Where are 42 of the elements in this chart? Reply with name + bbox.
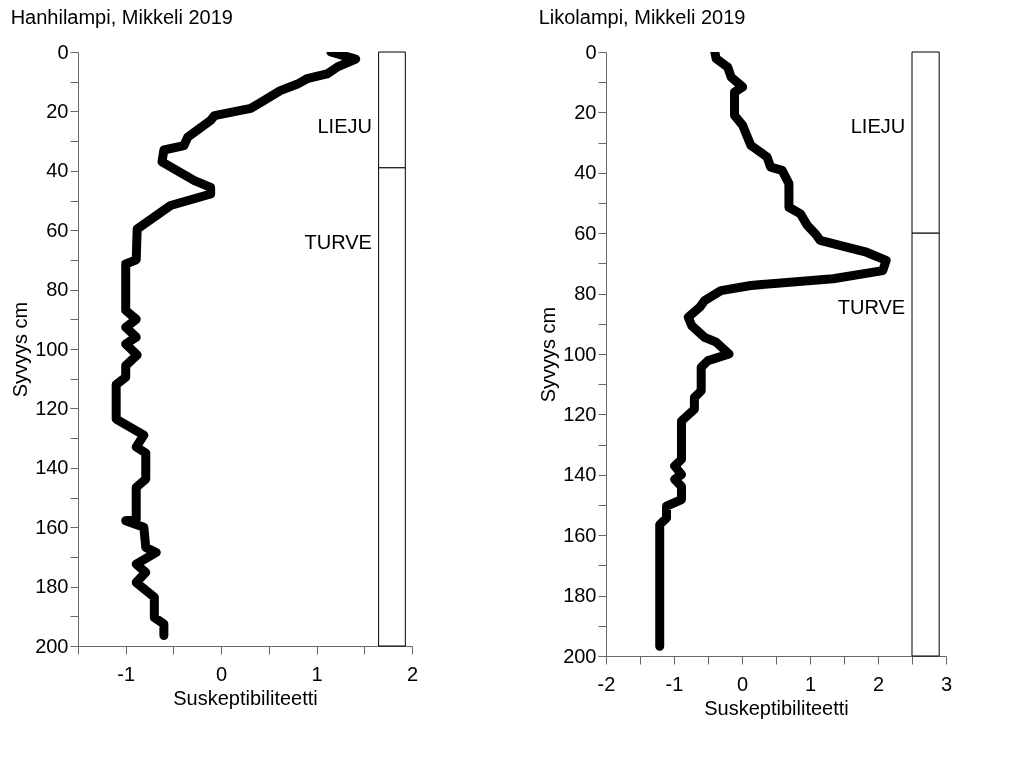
chart-title: Likolampi, Mikkeli 2019 bbox=[538, 6, 746, 28]
y-tick-label: 180 bbox=[563, 584, 597, 607]
x-tick-label: -2 bbox=[597, 672, 616, 695]
y-tick-label: 20 bbox=[574, 100, 597, 123]
band-label: TURVE bbox=[837, 296, 906, 319]
y-tick-label: 160 bbox=[35, 515, 69, 538]
x-tick-label: 3 bbox=[940, 672, 953, 695]
x-tick-label: -1 bbox=[665, 672, 684, 695]
band-label: LIEJU bbox=[317, 115, 372, 137]
y-axis-title: Syvyys cm bbox=[537, 306, 560, 403]
y-tick-label: 60 bbox=[46, 218, 69, 241]
y-tick-label: 180 bbox=[35, 575, 69, 598]
y-tick-label: 80 bbox=[46, 278, 69, 301]
x-tick-label: 0 bbox=[216, 662, 228, 685]
y-tick-label: 140 bbox=[563, 463, 597, 486]
y-tick-label: 0 bbox=[585, 40, 597, 63]
y-tick-label: 120 bbox=[35, 396, 69, 419]
y-tick-label: 60 bbox=[574, 221, 597, 244]
y-tick-label: 0 bbox=[57, 40, 69, 63]
x-tick-label: -1 bbox=[117, 662, 136, 685]
y-tick-label: 40 bbox=[574, 161, 597, 184]
x-tick-label: 1 bbox=[311, 662, 323, 685]
x-tick-label: 2 bbox=[406, 662, 419, 685]
x-tick-label: 0 bbox=[736, 672, 749, 695]
y-tick-label: 200 bbox=[563, 644, 597, 667]
y-tick-label: 140 bbox=[35, 456, 69, 479]
chart-title: Hanhilampi, Mikkeli 2019 bbox=[10, 6, 233, 28]
y-tick-label: 100 bbox=[35, 337, 69, 360]
y-tick-label: 120 bbox=[563, 402, 597, 425]
y-tick-label: 200 bbox=[35, 634, 69, 657]
band-label: TURVE bbox=[304, 230, 372, 253]
y-axis-title: Syvyys cm bbox=[9, 301, 32, 398]
x-tick-label: 2 bbox=[872, 672, 885, 695]
y-tick-label: 20 bbox=[46, 99, 69, 122]
y-tick-label: 100 bbox=[563, 342, 597, 365]
y-tick-label: 160 bbox=[563, 523, 597, 546]
y-tick-label: 80 bbox=[574, 282, 597, 305]
y-tick-label: 40 bbox=[46, 159, 69, 182]
x-tick-label: 1 bbox=[804, 672, 817, 695]
x-axis-title: Suskeptibiliteetti bbox=[173, 686, 318, 709]
band-label: LIEJU bbox=[850, 115, 906, 137]
x-axis-title: Suskeptibiliteetti bbox=[704, 696, 849, 719]
